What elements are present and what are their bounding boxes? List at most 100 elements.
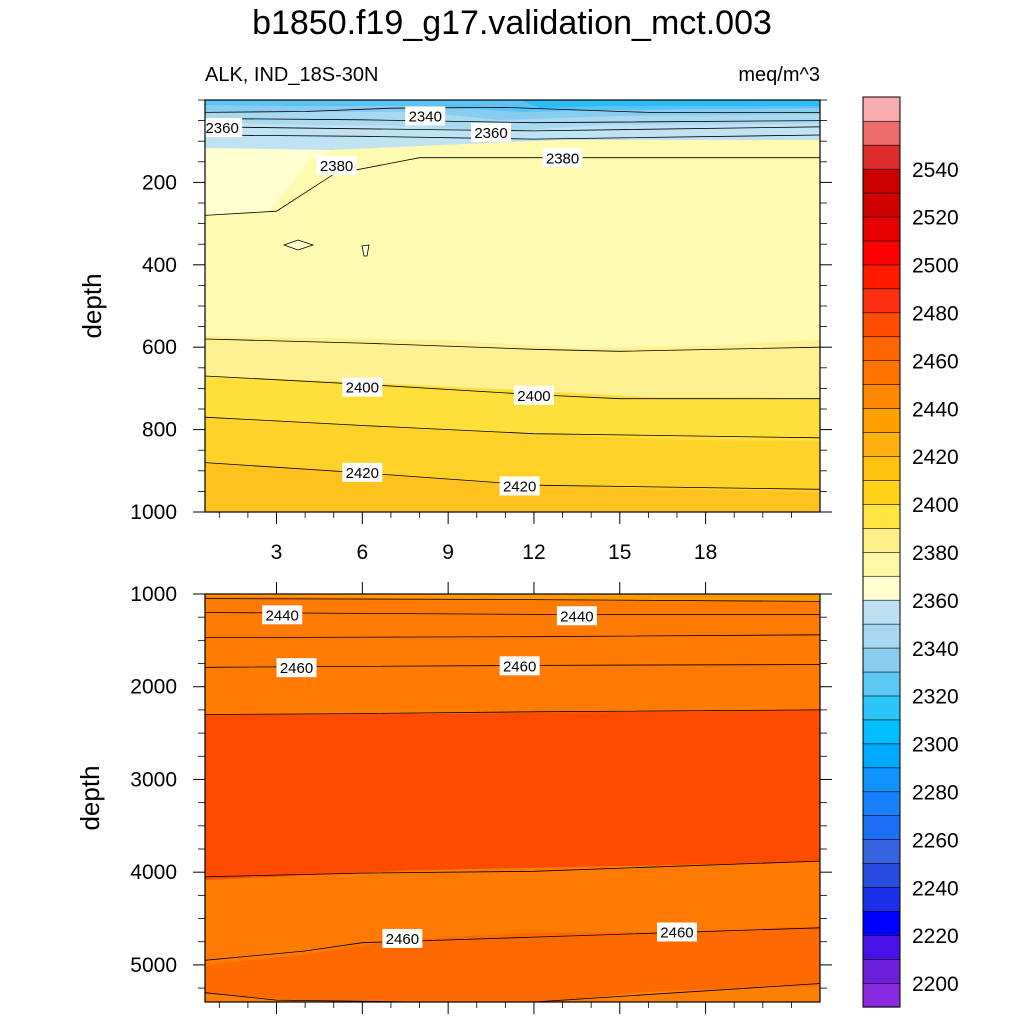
lower-fill-2450-deep <box>205 986 820 1002</box>
upper-contour-label-box-7 <box>342 462 383 482</box>
colorbar-swatch-15 <box>862 623 901 649</box>
upper-contour-label-4: 2380 <box>546 151 579 168</box>
lower-contour-label-box-3 <box>499 656 540 676</box>
upper-closed-contour-left <box>282 239 315 251</box>
colorbar-swatch-18 <box>862 551 901 577</box>
colorbar-swatch-29 <box>862 288 901 314</box>
colorbar: 2200 2220 2240 2260 2280 2300 2320 2340 2360 2380… <box>862 96 959 1008</box>
lower-contour-label-5: 2460 <box>660 924 693 941</box>
colorbar-swatch-19 <box>862 527 901 553</box>
colorbar-label-2480: 2480 <box>912 303 959 326</box>
upper-contour-line-2350-1 <box>204 118 821 124</box>
upper-y-tick-label-400: 400 <box>142 254 177 277</box>
lower-contour-label-box-0 <box>262 605 303 625</box>
colorbar-label-2360: 2360 <box>912 590 959 613</box>
colorbar-swatch-27 <box>862 336 901 362</box>
colorbar-swatch-0 <box>862 982 901 1008</box>
upper-y-tick-label-200: 200 <box>142 171 177 194</box>
upper-contour-line-2340-0 <box>204 106 820 113</box>
colorbar-swatch-1 <box>862 958 901 984</box>
upper-panel-fills <box>205 100 820 512</box>
colorbar-swatch-34 <box>862 168 901 194</box>
lower-contour-line-2450-2 <box>204 634 821 638</box>
upper-x-tick-label-12: 12 <box>522 541 545 564</box>
colorbar-swatch-14 <box>862 647 901 673</box>
upper-contour-label-box-2 <box>471 122 512 142</box>
colorbar-swatch-16 <box>862 599 901 625</box>
upper-contour-label-box-5 <box>342 377 383 397</box>
colorbar-label-2240: 2240 <box>912 877 959 900</box>
lower-y-tick-label-1000: 1000 <box>130 583 177 606</box>
upper-contour-label-box-8 <box>499 476 540 496</box>
colorbar-swatch-12 <box>862 695 901 721</box>
variable-region-label: ALK, IND_18S-30N <box>205 64 379 86</box>
upper-contour-line-2410-7 <box>204 416 821 439</box>
upper-contour-label-box-0 <box>405 106 446 126</box>
upper-contour-label-box-1 <box>202 118 243 138</box>
lower-y-axis-title: depth <box>75 765 105 830</box>
upper-y-tick-label-600: 600 <box>142 336 177 359</box>
upper-y-axis-title: depth <box>77 273 107 338</box>
colorbar-swatch-4 <box>862 886 901 912</box>
upper-contour-line-2370-3 <box>204 134 821 140</box>
upper-x-tick-label-9: 9 <box>442 541 454 564</box>
colorbar-label-2220: 2220 <box>912 925 959 948</box>
lower-contour-line-2470-5 <box>204 860 821 878</box>
colorbar-label-2440: 2440 <box>912 398 959 421</box>
lower-panel-axes: 1000 2000 3000 4000 5000 <box>130 582 832 1014</box>
colorbar-label-2400: 2400 <box>912 494 959 517</box>
colorbar-swatch-35 <box>862 144 901 170</box>
lower-fill-2440 <box>205 594 820 602</box>
colorbar-swatch-5 <box>862 863 901 888</box>
upper-x-tick-label-3: 3 <box>271 541 283 564</box>
upper-x-tick-label-6: 6 <box>356 541 368 564</box>
upper-contour-label-6: 2400 <box>517 388 550 405</box>
lower-contour-label-3: 2460 <box>503 658 536 675</box>
lower-y-tick-label-5000: 5000 <box>130 954 177 977</box>
colorbar-label-2300: 2300 <box>912 734 959 757</box>
upper-contour-label-box-6 <box>513 385 554 405</box>
upper-contour-label-box-3 <box>316 155 357 175</box>
colorbar-swatch-26 <box>862 360 901 385</box>
lower-contour-label-1: 2440 <box>560 608 593 625</box>
upper-contour-label-2: 2360 <box>474 125 507 142</box>
upper-y-tick-label-1000: 1000 <box>130 501 177 524</box>
lower-contour-line-2430-0 <box>204 598 821 602</box>
lower-contour-label-box-2 <box>276 658 317 678</box>
colorbar-label-2380: 2380 <box>912 542 959 565</box>
lower-contour-line-2440-1 <box>204 612 820 615</box>
upper-y-tick-label-800: 800 <box>142 419 177 442</box>
colorbar-label-2540: 2540 <box>912 159 959 182</box>
colorbar-frame <box>862 96 901 1008</box>
lower-contour-label-4: 2460 <box>386 931 419 948</box>
colorbar-swatch-23 <box>862 431 901 457</box>
upper-x-tick-label-18: 18 <box>694 541 717 564</box>
upper-fill-2320 <box>520 100 820 108</box>
colorbar-swatch-20 <box>862 503 901 529</box>
colorbar-label-2320: 2320 <box>912 686 959 709</box>
upper-fill-2380-pale <box>205 140 330 216</box>
lower-y-tick-label-3000: 3000 <box>130 768 177 791</box>
upper-contour-label-box-4 <box>542 148 583 168</box>
upper-contour-label-8: 2420 <box>503 478 536 495</box>
upper-panel-contour-labels: 2340 2360 2360 2380 2380 2400 2400 2420 2420 <box>202 106 583 496</box>
lower-contour-label-box-4 <box>382 928 423 948</box>
upper-contour-label-1: 2360 <box>205 120 238 137</box>
colorbar-swatch-24 <box>862 408 901 433</box>
colorbar-swatch-32 <box>862 216 901 242</box>
lower-y-tick-label-2000: 2000 <box>130 676 177 699</box>
colorbar-swatch-33 <box>862 192 901 218</box>
units-label: meq/m^3 <box>738 64 820 86</box>
lower-contour-line-2460-6 <box>204 927 821 961</box>
colorbar-label-2520: 2520 <box>912 207 959 230</box>
colorbar-swatch-17 <box>862 575 901 601</box>
upper-closed-contour-right <box>361 244 370 257</box>
colorbar-swatch-22 <box>862 455 901 481</box>
upper-panel-axes: 200 400 600 800 1000 3 6 9 12 15 18 <box>130 99 832 564</box>
upper-panel-contour-lines <box>204 106 821 490</box>
colorbar-swatch-36 <box>862 120 901 146</box>
colorbar-label-2500: 2500 <box>912 255 959 278</box>
lower-contour-label-box-1 <box>556 606 597 626</box>
upper-contour-label-0: 2340 <box>409 108 442 125</box>
